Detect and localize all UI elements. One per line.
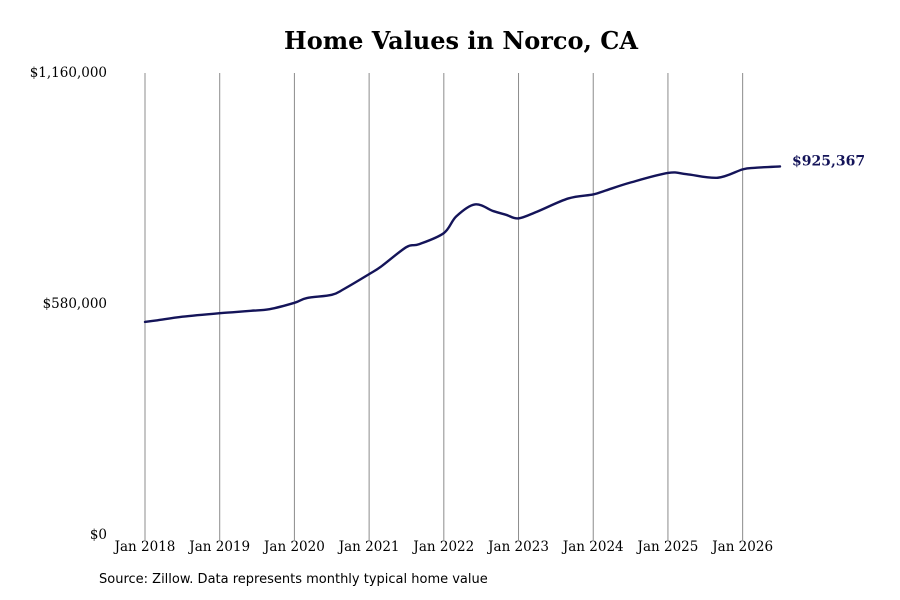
x-tick-label: Jan 2023 — [486, 539, 549, 555]
data-labels: $925,367 — [792, 153, 865, 169]
series-line — [143, 165, 782, 324]
x-tick-label: Jan 2025 — [636, 539, 699, 555]
source-note: Source: Zillow. Data represents monthly … — [99, 572, 488, 587]
x-tick-label: Jan 2019 — [187, 539, 250, 555]
x-tick-label: Jan 2022 — [411, 539, 474, 555]
y-tick-label: $580,000 — [43, 296, 107, 312]
axis-labels: Jan 2018 Jan 2019 Jan 2020 Jan 2021 Jan 2022… — [30, 65, 773, 555]
y-tick-label: $0 — [90, 527, 107, 543]
x-tick-label: Jan 2026 — [710, 539, 773, 555]
chart-title: Home Values in Norco, CA — [284, 26, 638, 55]
x-tick-label: Jan 2024 — [561, 539, 624, 555]
x-tick-label: Jan 2021 — [337, 539, 400, 555]
grid-lines — [144, 73, 744, 540]
series-lines — [143, 165, 782, 324]
end-value-label: $925,367 — [792, 153, 865, 169]
x-tick-label: Jan 2018 — [113, 539, 176, 555]
y-tick-label: $1,160,000 — [30, 65, 107, 81]
x-tick-label: Jan 2020 — [262, 539, 325, 555]
